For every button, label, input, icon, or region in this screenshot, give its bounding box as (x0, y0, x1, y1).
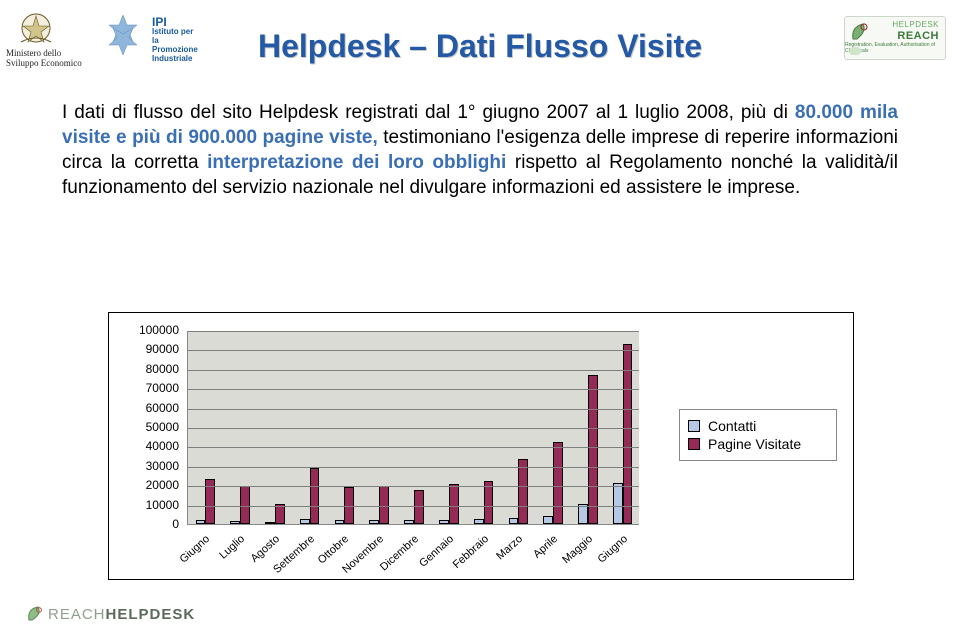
grid-line (188, 370, 639, 371)
y-tick-label: 100000 (125, 323, 179, 337)
y-tick-label: 70000 (125, 381, 179, 395)
bar (335, 520, 345, 524)
grid-line (188, 389, 639, 390)
y-tick-label: 20000 (125, 478, 179, 492)
grid-line (188, 428, 639, 429)
x-axis-labels: GiugnoLuglioAgostoSettembreOttobreNovemb… (187, 531, 639, 565)
bar (484, 481, 494, 524)
bar (588, 375, 598, 524)
y-tick-label: 0 (125, 517, 179, 531)
bar (439, 520, 449, 524)
chart-legend: Contatti Pagine Visitate (679, 409, 837, 461)
legend-item-contatti: Contatti (688, 418, 828, 434)
grid-line (188, 331, 639, 332)
grid-line (188, 409, 639, 410)
y-tick-label: 30000 (125, 459, 179, 473)
chart-container: 0 10000 20000 30000 40000 50000 60000 70000 8000… (108, 312, 854, 580)
bar (265, 522, 275, 524)
grid-line (188, 506, 639, 507)
plot-area (187, 331, 639, 525)
bar (230, 521, 240, 524)
grid-line (188, 486, 639, 487)
y-tick-label: 60000 (125, 401, 179, 415)
footer-leaf-icon (26, 605, 44, 623)
grid-line (188, 467, 639, 468)
bar (196, 520, 206, 524)
y-tick-label: 90000 (125, 342, 179, 356)
grid-line (188, 447, 639, 448)
bar (275, 504, 285, 524)
bar (300, 519, 310, 524)
bar (578, 504, 588, 524)
bar (509, 518, 519, 524)
bar (543, 516, 553, 524)
footer-brand: REACHHELPDESK (26, 605, 195, 623)
page-title: Helpdesk – Dati Flusso Visite (0, 28, 960, 65)
bar (474, 519, 484, 524)
legend-swatch-icon (688, 438, 700, 450)
bar (414, 490, 424, 524)
intro-paragraph: I dati di flusso del sito Helpdesk regis… (62, 100, 898, 200)
bar (553, 442, 563, 524)
y-tick-label: 40000 (125, 439, 179, 453)
y-axis-labels: 0100002000030000400005000060000700008000… (125, 331, 183, 525)
bar (310, 468, 320, 524)
bar (369, 520, 379, 524)
bar (518, 459, 528, 524)
y-tick-label: 10000 (125, 498, 179, 512)
grid-line (188, 350, 639, 351)
legend-item-pagine: Pagine Visitate (688, 436, 828, 452)
legend-swatch-icon (688, 420, 700, 432)
y-tick-label: 80000 (125, 362, 179, 376)
bar (404, 520, 414, 524)
visits-chart: 0 10000 20000 30000 40000 50000 60000 70000 8000… (125, 331, 661, 563)
y-tick-label: 50000 (125, 420, 179, 434)
bar (449, 484, 459, 524)
bar (613, 483, 623, 524)
